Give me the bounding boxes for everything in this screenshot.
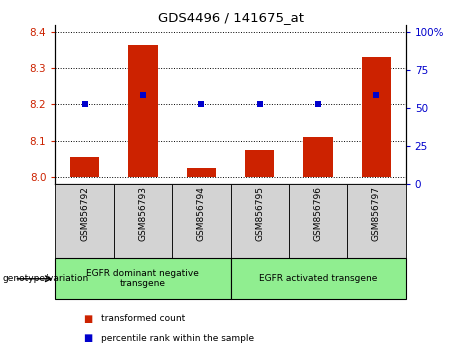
Text: GSM856794: GSM856794 bbox=[197, 186, 206, 241]
Text: ■: ■ bbox=[83, 333, 92, 343]
Text: genotype/variation: genotype/variation bbox=[2, 274, 89, 283]
Text: EGFR activated transgene: EGFR activated transgene bbox=[259, 274, 377, 283]
Text: GSM856795: GSM856795 bbox=[255, 186, 264, 241]
Title: GDS4496 / 141675_at: GDS4496 / 141675_at bbox=[158, 11, 303, 24]
Bar bbox=[303, 137, 333, 177]
Bar bbox=[55, 258, 230, 299]
Bar bbox=[55, 184, 114, 258]
Text: GSM856796: GSM856796 bbox=[313, 186, 323, 241]
Bar bbox=[245, 150, 274, 177]
Bar bbox=[230, 258, 406, 299]
Bar bbox=[128, 45, 158, 177]
Text: GSM856797: GSM856797 bbox=[372, 186, 381, 241]
Bar bbox=[230, 184, 289, 258]
Bar bbox=[362, 57, 391, 177]
Text: percentile rank within the sample: percentile rank within the sample bbox=[101, 333, 254, 343]
Bar bbox=[172, 184, 230, 258]
Bar bbox=[347, 184, 406, 258]
Text: GSM856793: GSM856793 bbox=[138, 186, 148, 241]
Bar bbox=[114, 184, 172, 258]
Text: ■: ■ bbox=[83, 314, 92, 324]
Bar bbox=[289, 184, 347, 258]
Bar bbox=[70, 157, 99, 177]
Text: EGFR dominant negative
transgene: EGFR dominant negative transgene bbox=[87, 269, 199, 289]
Text: GSM856792: GSM856792 bbox=[80, 186, 89, 241]
Text: transformed count: transformed count bbox=[101, 314, 186, 323]
Bar bbox=[187, 168, 216, 177]
